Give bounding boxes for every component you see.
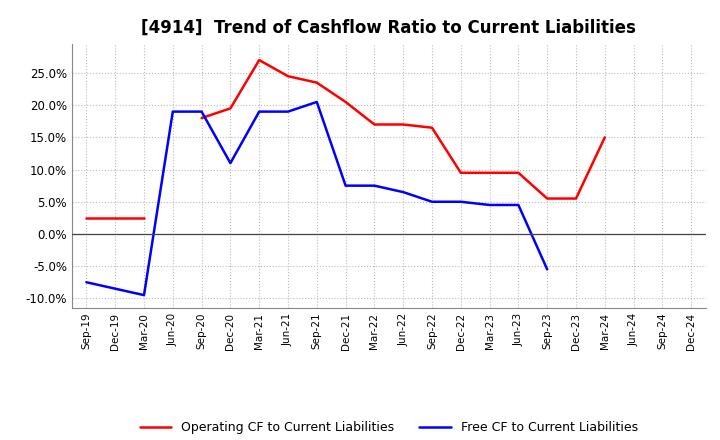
- Free CF to Current Liabilities: [543, 267, 552, 272]
- Free CF to Current Liabilities: [456, 199, 465, 205]
- Free CF to Current Liabilities: [111, 286, 120, 291]
- Free CF to Current Liabilities: [370, 183, 379, 188]
- Free CF to Current Liabilities: [485, 202, 494, 208]
- Operating CF to Current Liabilities: [140, 215, 148, 220]
- Free CF to Current Liabilities: [514, 202, 523, 208]
- Free CF to Current Liabilities: [284, 109, 292, 114]
- Free CF to Current Liabilities: [140, 293, 148, 298]
- Free CF to Current Liabilities: [82, 279, 91, 285]
- Line: Free CF to Current Liabilities: Free CF to Current Liabilities: [86, 102, 547, 295]
- Free CF to Current Liabilities: [341, 183, 350, 188]
- Title: [4914]  Trend of Cashflow Ratio to Current Liabilities: [4914] Trend of Cashflow Ratio to Curren…: [141, 19, 636, 37]
- Free CF to Current Liabilities: [399, 190, 408, 195]
- Operating CF to Current Liabilities: [82, 215, 91, 220]
- Free CF to Current Liabilities: [312, 99, 321, 105]
- Free CF to Current Liabilities: [255, 109, 264, 114]
- Legend: Operating CF to Current Liabilities, Free CF to Current Liabilities: Operating CF to Current Liabilities, Fre…: [135, 416, 643, 439]
- Free CF to Current Liabilities: [226, 161, 235, 166]
- Operating CF to Current Liabilities: [111, 215, 120, 220]
- Free CF to Current Liabilities: [428, 199, 436, 205]
- Free CF to Current Liabilities: [197, 109, 206, 114]
- Free CF to Current Liabilities: [168, 109, 177, 114]
